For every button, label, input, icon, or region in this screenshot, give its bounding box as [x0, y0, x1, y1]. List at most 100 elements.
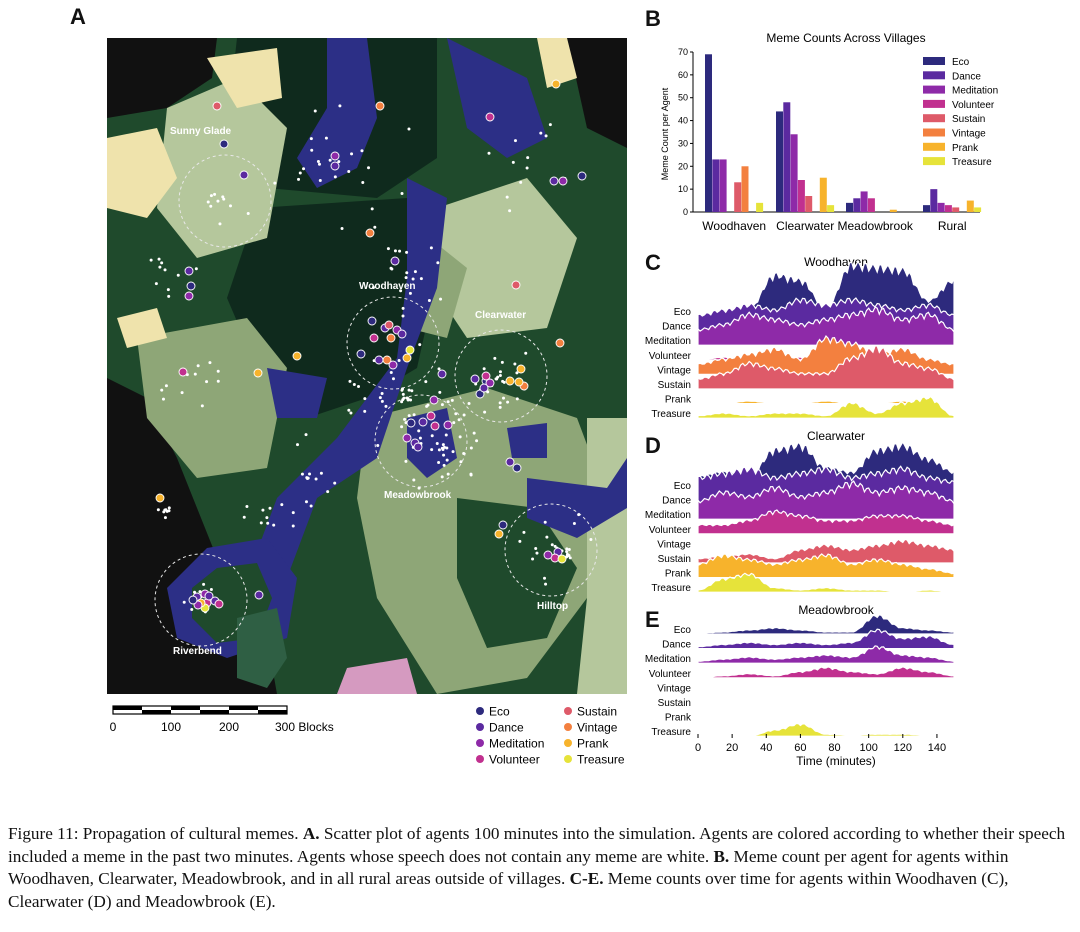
bar-chart-bars [705, 54, 982, 213]
ridge-label-treasure: Treasure [651, 727, 691, 738]
agent-point-none [352, 383, 356, 387]
agent-point-none [408, 291, 412, 295]
agent-point-none [513, 139, 517, 143]
ridge-x-tick-label: 20 [726, 742, 738, 754]
agent-point-none [565, 555, 569, 559]
agent-point-none [166, 288, 170, 292]
agent-point-prank [514, 377, 524, 387]
agent-point-none [221, 195, 225, 199]
map-water [527, 458, 627, 538]
agent-point-none [409, 398, 413, 402]
agent-point-eco [475, 389, 485, 399]
agent-point-none [519, 180, 523, 184]
agent-point-none [401, 306, 405, 310]
agent-point-none [469, 446, 473, 450]
village-label-hilltop: Hilltop [537, 601, 568, 612]
agent-point-none [242, 515, 246, 519]
agent-point-none [273, 181, 277, 185]
bar-chart-axes: 0 10 20 30 40 50 60 70 Woodhaven Clearwater Meadow… [678, 47, 980, 233]
agent-point-none [482, 367, 486, 371]
agent-point-none [259, 521, 263, 525]
agent-point-prank [516, 364, 526, 374]
panel-label-d: D [645, 433, 661, 458]
agent-point-none [404, 276, 408, 280]
agent-point-prank [551, 79, 561, 89]
agent-point-none [272, 523, 276, 527]
agent-point-none [544, 134, 548, 138]
agent-point-none [280, 503, 284, 507]
bar-legend-label-dance: Dance [952, 71, 981, 82]
legend-label-meditation: Meditation [489, 737, 544, 751]
bar-legend-swatch-volunteer [923, 99, 945, 108]
bar-rural-volunteer [944, 205, 952, 212]
bar-y-tick-label: 50 [678, 93, 688, 103]
village-label-meadowbrook: Meadowbrook [384, 490, 452, 501]
agent-point-dance [418, 417, 428, 427]
agent-point-none [426, 403, 430, 407]
bar-clearwater-dance [783, 102, 791, 212]
agent-point-none [167, 509, 171, 513]
agent-point-none [508, 209, 512, 213]
map-water [507, 423, 547, 458]
legend-label-vintage: Vintage [577, 721, 618, 735]
ridge-label-prank: Prank [665, 713, 692, 724]
agent-point-none [163, 516, 167, 520]
agent-point-none [363, 409, 367, 413]
agent-point-none [200, 404, 204, 408]
ridge-label-dance: Dance [662, 496, 691, 507]
agent-point-eco [367, 316, 377, 326]
agent-point-none [498, 401, 502, 405]
ridge-x-tick-label: 80 [828, 742, 840, 754]
agent-point-none [391, 377, 395, 381]
agent-point-none [361, 180, 365, 184]
agent-point-none [413, 270, 417, 274]
agent-point-none [515, 371, 519, 375]
ridgeline-time-axis: 0 20 40 60 80 100 120 140 Time (minutes) [695, 734, 946, 768]
legend-label-volunteer: Volunteer [489, 753, 540, 767]
agent-point-none [407, 414, 411, 418]
agent-point-none [506, 400, 510, 404]
agent-point-none [222, 197, 226, 201]
map-plains [157, 78, 287, 258]
agent-point-none [302, 167, 306, 171]
ridge-label-treasure: Treasure [651, 409, 691, 420]
legend-dot-meditation [476, 739, 484, 747]
bar-legend-label-treasure: Treasure [952, 157, 992, 168]
bar-meadowbrook-dance [853, 198, 861, 212]
agent-point-none [380, 399, 384, 403]
agent-point-none [418, 436, 422, 440]
legend-label-prank: Prank [577, 737, 609, 751]
agent-point-none [543, 520, 547, 524]
ridge-label-vintage: Vintage [657, 539, 691, 550]
agent-point-none [493, 356, 497, 360]
bar-woodhaven-eco [705, 54, 712, 213]
agent-point-none [156, 508, 160, 512]
agent-point-none [205, 380, 209, 384]
ridge-x-label: Time (minutes) [796, 754, 876, 768]
agent-point-none [405, 396, 409, 400]
agent-point-none [357, 384, 361, 388]
agent-point-none [376, 444, 380, 448]
agent-point-none [430, 448, 434, 452]
map-water [447, 38, 547, 158]
village-label-woodhaven: Woodhaven [359, 281, 415, 292]
agent-point-none [424, 380, 428, 384]
agent-point-none [268, 506, 272, 510]
agent-point-none [291, 511, 295, 515]
agent-point-none [209, 194, 213, 198]
bar-woodhaven-sustain [734, 182, 742, 212]
agent-point-none [500, 360, 504, 364]
agent-point-vintage [365, 228, 375, 238]
agent-point-none [505, 195, 509, 199]
agent-point-vintage [375, 101, 385, 111]
agent-point-none [398, 249, 402, 253]
agent-point-dance [239, 170, 249, 180]
legend-dot-dance [476, 723, 484, 731]
agent-point-none [384, 404, 388, 408]
agent-point-none [298, 171, 302, 175]
agent-point-none [444, 433, 448, 437]
agent-point-none [386, 247, 390, 251]
agent-point-volunteer [369, 333, 379, 343]
bar-clearwater-sustain [805, 196, 813, 212]
agent-point-none [417, 486, 421, 490]
